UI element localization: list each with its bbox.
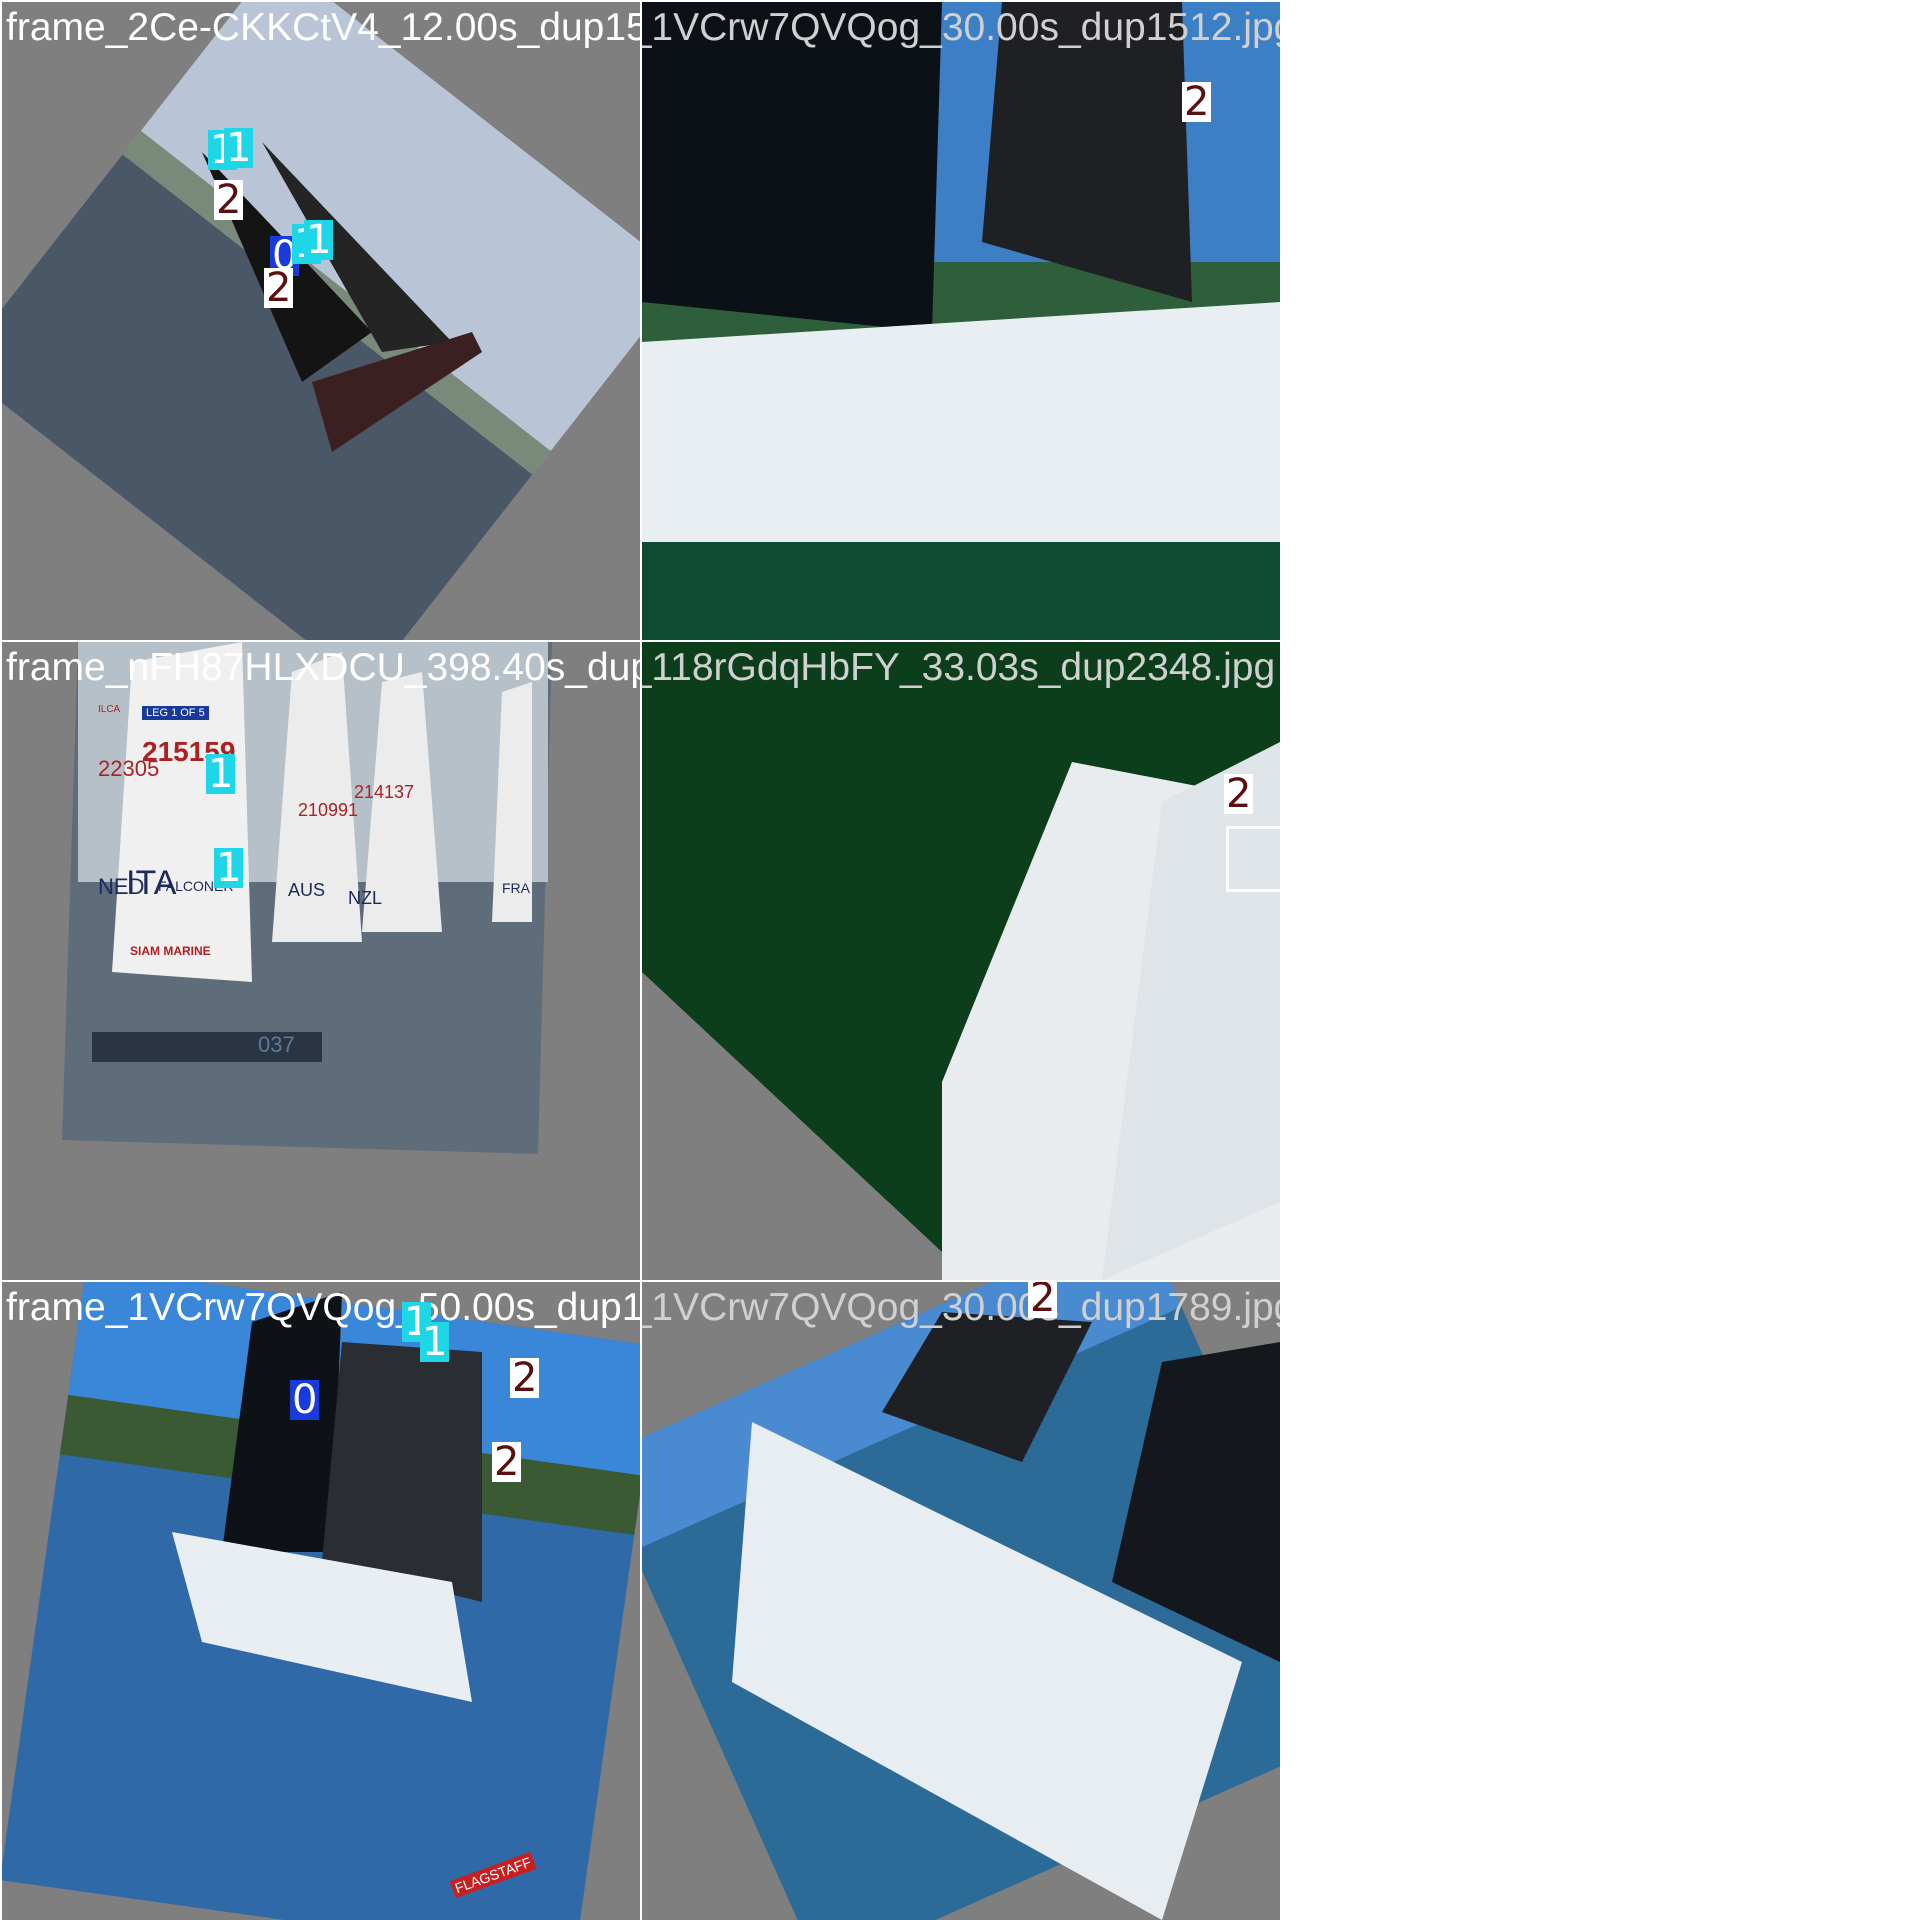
tile-3-overlay-sailno-3: 210991: [298, 800, 359, 820]
tile-5-label-b: 1: [420, 1319, 450, 1365]
tile-6-label-a: 2: [1028, 1282, 1058, 1318]
mosaic-tile-3: frame_nFH87HLXDCU_398.40s_dup1126.jpg LE…: [2, 642, 640, 1280]
tile-5-image: [2, 1282, 640, 1920]
tile-2-image: [642, 2, 1280, 640]
tile-3-overlay-ned: NED: [98, 874, 145, 899]
tile-3-overlay-sailno-4: 214137: [354, 782, 415, 802]
tile-1-label-g: 2: [264, 265, 294, 311]
mosaic-tile-6: frame_1VCrw7QVQog_30.00s_dup1789.jpg 2: [642, 1282, 1280, 1920]
tile-3-overlay-leg: LEG 1 OF 5: [142, 706, 209, 720]
tile-2-filename: frame_1VCrw7QVQog_30.00s_dup1512.jpg: [642, 6, 1280, 49]
tile-3-image: [62, 642, 552, 1154]
tile-3-overlay-hull: 037: [258, 1032, 295, 1057]
tile-5-filename: frame_1VCrw7QVQog_50.00s_dup1836.jpg: [6, 1286, 640, 1329]
tile-3-label-b: 1: [214, 845, 244, 891]
tile-4-filename: frame_118rGdqHbFY_33.03s_dup2348.jpg: [642, 646, 1276, 689]
tile-6-filename: frame_1VCrw7QVQog_30.00s_dup1789.jpg: [642, 1286, 1280, 1329]
grid-divider-horizontal-1: [0, 640, 1280, 642]
tile-5-label-e: 2: [492, 1439, 522, 1485]
tile-3-filename: frame_nFH87HLXDCU_398.40s_dup1126.jpg: [6, 646, 640, 689]
tile-1-label-b: 1: [224, 125, 254, 171]
tile-3-overlay-ilca: ILCA: [98, 704, 121, 715]
tile-5-label-d: 2: [510, 1355, 540, 1401]
tile-3-overlay-ita: ITA: [126, 864, 177, 902]
tile-6-image: [642, 1282, 1280, 1920]
tile-3-overlay-aus: AUS: [288, 880, 326, 900]
grid-divider-vertical: [640, 0, 642, 1920]
grid-divider-horizontal-2: [0, 1280, 1280, 1282]
tile-3-label-a: 1: [206, 751, 236, 797]
tile-1-filename: frame_2Ce-CKKCtV4_12.00s_dup1532.jpg: [6, 6, 640, 49]
tile-4-label-a: 2: [1224, 771, 1254, 817]
tile-1-label-f: 1: [304, 217, 334, 263]
mosaic-tile-4: frame_118rGdqHbFY_33.03s_dup2348.jpg 2: [642, 642, 1280, 1280]
tile-4-image: [642, 642, 1280, 1280]
tile-1-label-c: 2: [214, 177, 244, 223]
mosaic-tile-2: frame_1VCrw7QVQog_30.00s_dup1512.jpg 2: [642, 2, 1280, 640]
tile-5-label-c: 0: [290, 1377, 320, 1423]
tile-1-image: [2, 2, 640, 640]
mosaic-tile-1: frame_2Ce-CKKCtV4_12.00s_dup1532.jpg 1 1…: [2, 2, 640, 640]
tile-2-label-a: 2: [1182, 79, 1212, 125]
tile-3-overlay-nzl: NZL: [348, 888, 383, 908]
tile-3-overlay-sponsor: SIAM MARINE: [130, 944, 211, 958]
tile-3-overlay-fra: FRA: [502, 880, 530, 896]
tile-4-detection-box: [1226, 826, 1280, 892]
mosaic-tile-5: frame_1VCrw7QVQog_50.00s_dup1836.jpg 1 1…: [2, 1282, 640, 1920]
tile-3-overlay-sailno-2: 22305: [98, 756, 160, 781]
